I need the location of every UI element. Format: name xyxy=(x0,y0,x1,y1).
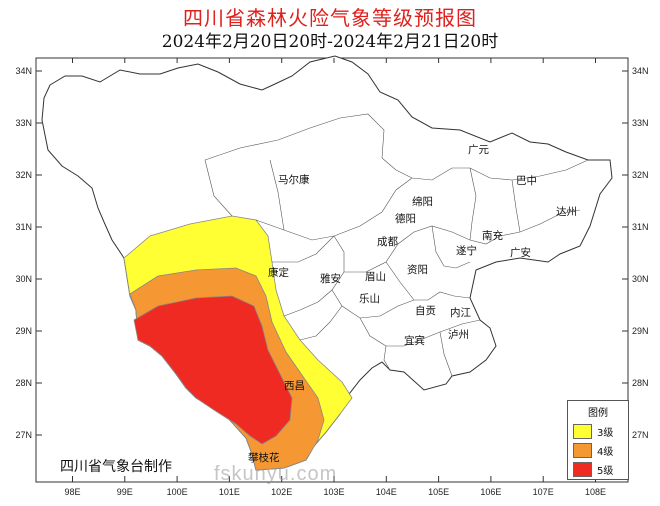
lon-tick-label: 103E xyxy=(323,487,344,497)
lat-tick-label-right: 33N xyxy=(632,118,649,128)
lon-tick-label: 99E xyxy=(117,487,133,497)
lon-tick-label: 102E xyxy=(271,487,292,497)
city-label: 遂宁 xyxy=(456,244,477,257)
lat-tick-label-left: 34N xyxy=(15,66,32,76)
map-title: 四川省森林火险气象等级预报图 xyxy=(183,6,477,30)
lat-tick-label-right: 34N xyxy=(632,66,649,76)
legend-label-level-5: 5级 xyxy=(597,466,614,477)
lat-tick-label-left: 28N xyxy=(15,378,32,388)
city-label: 南充 xyxy=(482,229,503,242)
legend-label-level-4: 4级 xyxy=(597,447,614,458)
lat-tick-label-left: 27N xyxy=(15,430,32,440)
lon-tick-label: 101E xyxy=(219,487,240,497)
city-label: 资阳 xyxy=(407,264,428,276)
risk-zone-level-5 xyxy=(133,295,293,445)
legend-swatch-level-3 xyxy=(573,424,592,439)
map-legend: 图例 3级 4级 5级 xyxy=(567,400,629,480)
city-label: 康定 xyxy=(268,266,289,279)
lat-tick-label-left: 29N xyxy=(15,326,32,336)
city-label: 绵阳 xyxy=(412,195,433,208)
watermark-text: fskunyu.com xyxy=(214,463,338,485)
city-label: 泸州 xyxy=(448,329,469,341)
lat-tick-label-right: 28N xyxy=(632,378,649,388)
credit-text: 四川省气象台制作 xyxy=(60,459,172,475)
lon-tick-label: 108E xyxy=(585,487,606,497)
city-label: 眉山 xyxy=(365,271,386,283)
city-label: 达州 xyxy=(556,206,577,218)
legend-item-level-4: 4级 xyxy=(568,441,628,460)
lon-tick-label: 106E xyxy=(480,487,501,497)
lat-tick-label-left: 32N xyxy=(15,170,32,180)
prefecture-boundaries xyxy=(204,113,589,377)
lat-tick-label-left: 31N xyxy=(15,222,32,232)
city-label: 攀枝花 xyxy=(248,451,280,464)
lat-tick-label-right: 29N xyxy=(632,326,649,336)
city-label: 马尔康 xyxy=(278,173,310,186)
city-label: 德阳 xyxy=(395,212,416,225)
lon-tick-label: 100E xyxy=(167,487,188,497)
city-label: 广元 xyxy=(468,144,489,156)
axis-ticks: 98E 99E 100E 101E 102E 103E 104E 105E 106E 107E 10… xyxy=(15,58,649,497)
lat-tick-label-left: 33N xyxy=(15,118,32,128)
legend-item-level-5: 5级 xyxy=(568,460,628,479)
city-label: 宜宾 xyxy=(404,334,425,347)
legend-item-level-3: 3级 xyxy=(568,422,628,441)
city-label: 乐山 xyxy=(359,293,380,305)
legend-label-level-3: 3级 xyxy=(597,428,614,439)
city-label: 巴中 xyxy=(516,174,537,187)
legend-title: 图例 xyxy=(588,408,608,419)
lat-tick-label-right: 31N xyxy=(632,222,649,232)
city-label: 雅安 xyxy=(320,272,341,285)
map-subtitle: 2024年2月20日20时-2024年2月21日20时 xyxy=(161,32,499,52)
lat-tick-label-left: 30N xyxy=(15,274,32,284)
lat-tick-label-right: 30N xyxy=(632,274,649,284)
city-label: 西昌 xyxy=(284,380,305,392)
city-label: 内江 xyxy=(450,306,471,319)
city-label: 自贡 xyxy=(415,304,436,317)
lon-tick-label: 105E xyxy=(428,487,449,497)
lon-tick-label: 98E xyxy=(64,487,80,497)
lon-tick-label: 104E xyxy=(376,487,397,497)
legend-swatch-level-4 xyxy=(573,443,592,458)
city-label: 广安 xyxy=(510,246,531,259)
legend-swatch-level-5 xyxy=(573,462,592,477)
lat-tick-label-right: 27N xyxy=(632,430,649,440)
lon-tick-label: 107E xyxy=(533,487,554,497)
lat-tick-label-right: 32N xyxy=(632,170,649,180)
city-label: 成都 xyxy=(377,236,398,248)
